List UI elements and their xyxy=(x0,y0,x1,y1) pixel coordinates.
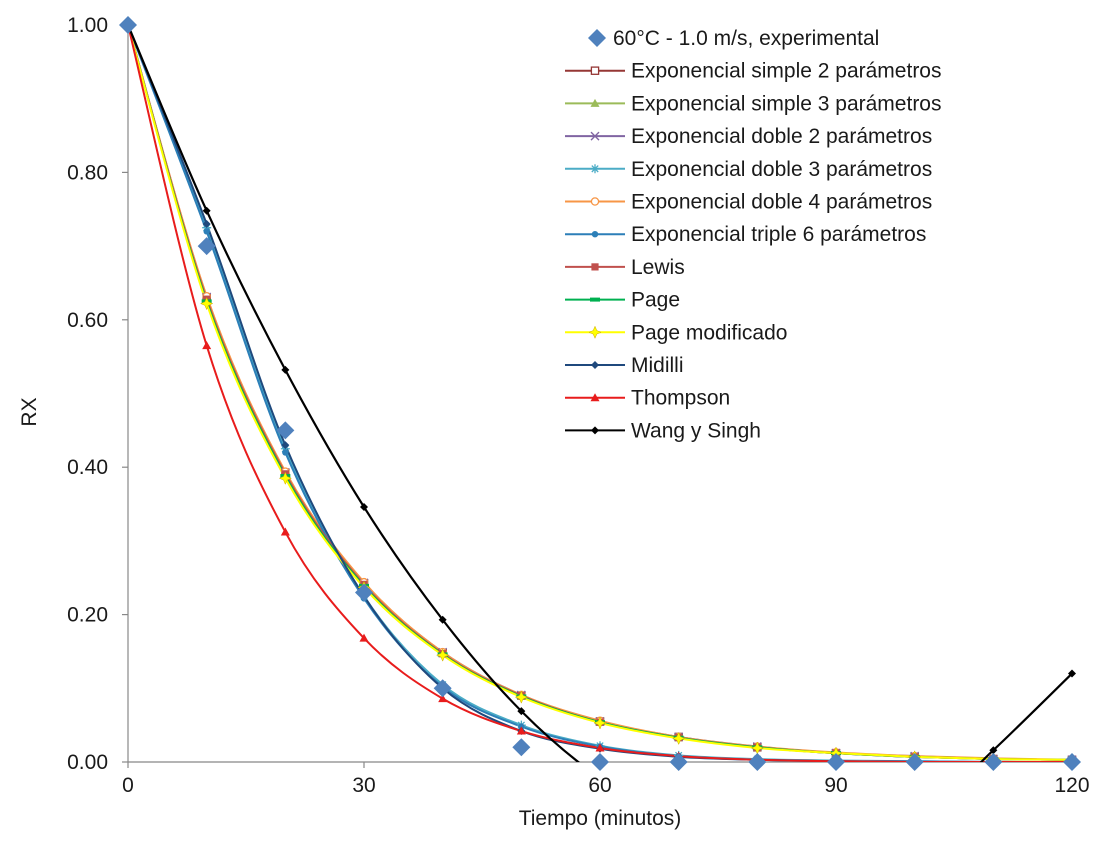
legend-item: Lewis xyxy=(565,256,685,279)
legend-label: Exponencial triple 6 parámetros xyxy=(631,223,926,246)
plot-area: 0 30 60 90 120 0.00 0.20 0.40 0.60 0.80 1.00 xyxy=(67,14,1089,797)
legend-swatch xyxy=(590,131,600,141)
series-12-point xyxy=(202,206,211,215)
legend-label: Midilli xyxy=(631,354,684,377)
series-12-point xyxy=(517,707,526,716)
legend-label: Exponencial doble 2 parámetros xyxy=(631,125,932,148)
legend-swatch xyxy=(590,393,600,402)
series-11-point xyxy=(280,527,290,536)
series-9-point xyxy=(514,690,528,704)
legend-item: Exponencial doble 2 parámetros xyxy=(565,125,932,148)
series-9-point xyxy=(278,471,292,485)
legend-item: Midilli xyxy=(565,354,684,377)
x-tick-label: 90 xyxy=(824,774,847,797)
legend-swatch xyxy=(591,231,599,238)
x-tick-label: 0 xyxy=(122,774,134,797)
series-10-point xyxy=(281,441,290,450)
legend-label: Wang y Singh xyxy=(631,419,761,442)
experimental-point xyxy=(197,237,216,256)
legend-swatch xyxy=(590,297,600,302)
legend-swatch xyxy=(591,426,599,435)
series-6-point xyxy=(203,228,210,235)
legend-label: Exponencial doble 4 parámetros xyxy=(631,191,932,214)
legend-swatch xyxy=(590,98,600,107)
series-9-point xyxy=(200,296,214,311)
experimental-point xyxy=(984,753,1003,771)
legend-item: Exponencial doble 4 parámetros xyxy=(565,191,932,214)
legend-label: Lewis xyxy=(631,256,685,279)
x-tick-label: 30 xyxy=(352,774,375,797)
legend-item: Exponencial simple 3 parámetros xyxy=(565,92,942,115)
axis-ticks: 0 30 60 90 120 0.00 0.20 0.40 0.60 0.80 1.00 xyxy=(67,14,1089,797)
legend-item: Exponencial doble 3 parámetros xyxy=(565,158,932,181)
experimental-point xyxy=(1063,753,1081,771)
experimental-point xyxy=(591,753,609,771)
series-10-point xyxy=(202,219,211,228)
legend-item: Page modificado xyxy=(565,321,787,344)
legend-label: Exponencial simple 2 parámetros xyxy=(631,60,942,83)
legend-item: Exponencial triple 6 parámetros xyxy=(565,223,926,246)
experimental-point xyxy=(355,583,373,602)
legend-label: Page xyxy=(631,289,680,312)
experimental-point xyxy=(433,679,452,698)
series-9-point xyxy=(672,731,686,746)
legend-item: Page xyxy=(565,289,680,312)
y-tick-label: 0.40 xyxy=(67,456,108,479)
series-11-point xyxy=(202,341,212,350)
legend-swatch xyxy=(588,29,606,47)
legend-swatch xyxy=(591,361,599,369)
series-11-point xyxy=(438,694,448,703)
legend-swatch xyxy=(590,197,600,206)
series-12-point xyxy=(1068,669,1076,678)
legend-item: Exponencial simple 2 parámetros xyxy=(565,60,942,83)
x-tick-label: 120 xyxy=(1054,774,1089,797)
series-line-12 xyxy=(128,24,1073,762)
legend-label: Exponencial simple 3 parámetros xyxy=(631,92,942,115)
series-12-point xyxy=(438,615,447,624)
legend-item: 60°C - 1.0 m/s, experimental xyxy=(588,27,879,50)
legend-item: Wang y Singh xyxy=(565,419,761,442)
series-lines xyxy=(128,24,1073,762)
legend-swatch xyxy=(588,325,602,339)
experimental-point xyxy=(905,753,924,771)
series-12-point xyxy=(281,365,290,374)
x-tick-label: 60 xyxy=(588,774,611,797)
y-tick-label: 0.80 xyxy=(67,161,108,184)
legend-label: Thompson xyxy=(631,387,730,410)
x-axis-title: Tiempo (minutos) xyxy=(519,807,682,830)
experimental-points xyxy=(119,16,1081,771)
series-9-point xyxy=(436,648,450,662)
y-tick-label: 1.00 xyxy=(67,14,108,37)
series-12-point xyxy=(989,746,998,755)
legend-swatch xyxy=(591,263,599,271)
y-tick-label: 0.00 xyxy=(67,751,108,774)
experimental-point xyxy=(119,16,137,34)
experimental-point xyxy=(669,753,688,771)
series-11-point xyxy=(595,743,605,752)
experimental-point xyxy=(748,753,767,771)
y-axis-title: RX xyxy=(18,397,41,426)
legend-label: Exponencial doble 3 parámetros xyxy=(631,158,932,181)
legend-label: 60°C - 1.0 m/s, experimental xyxy=(613,27,879,50)
legend-swatch xyxy=(590,66,600,75)
experimental-point xyxy=(827,753,845,771)
series-11-point xyxy=(516,726,526,735)
y-tick-label: 0.20 xyxy=(67,604,108,627)
series-12-point xyxy=(360,502,368,511)
legend-label: Page modificado xyxy=(631,321,787,344)
legend-swatch xyxy=(590,164,600,174)
series-9-point xyxy=(593,716,607,730)
y-tick-label: 0.60 xyxy=(67,309,108,332)
experimental-point xyxy=(512,738,531,757)
series-6-point xyxy=(282,449,289,456)
legend: 60°C - 1.0 m/s, experimental Exponencial … xyxy=(565,27,942,442)
series-11-point xyxy=(359,633,369,642)
legend-item: Thompson xyxy=(565,387,730,410)
experimental-point xyxy=(276,421,295,440)
